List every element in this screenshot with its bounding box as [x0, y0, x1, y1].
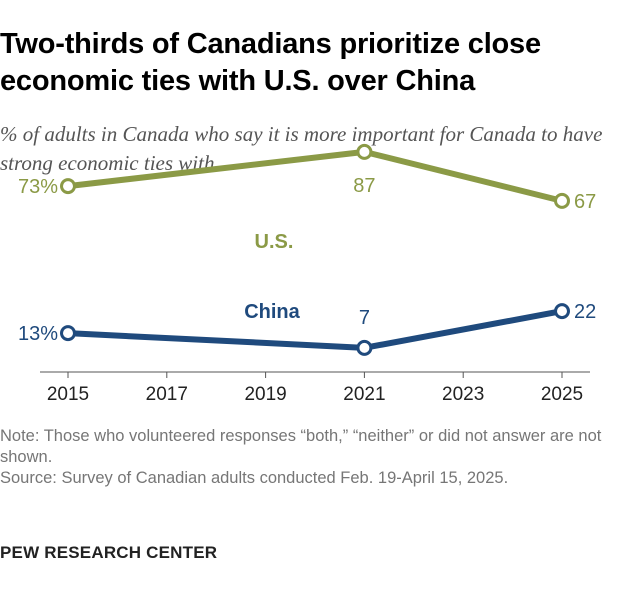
- data-point: [356, 143, 373, 160]
- chart-title: Two-thirds of Canadians prioritize close…: [0, 28, 541, 97]
- data-label: 73%: [18, 176, 58, 198]
- data-label: 22: [574, 301, 596, 323]
- source-text: Source: Survey of Canadian adults conduc…: [0, 469, 509, 487]
- data-point: [356, 339, 373, 356]
- series-name-label: U.S.: [255, 231, 294, 253]
- x-tick-label: 2019: [244, 384, 286, 405]
- series-line: [65, 308, 565, 351]
- data-label: 7: [359, 307, 370, 329]
- data-point: [60, 325, 76, 342]
- data-point: [554, 303, 570, 320]
- x-tick-label: 2017: [146, 384, 188, 405]
- line-chart: 2015 2017 2019 2021 2023 2025 73% 87 67 U.S. 13% 7 2…: [18, 143, 596, 405]
- data-label: 67: [574, 191, 596, 213]
- chart-subtitle: % of adults in Canada who say it is more…: [0, 122, 603, 175]
- data-label: 13%: [18, 323, 58, 345]
- x-tick-label: 2025: [541, 384, 583, 405]
- note-text: Note: Those who volunteered responses “b…: [0, 427, 602, 466]
- series-name-label: China: [244, 301, 300, 323]
- data-point: [60, 178, 76, 195]
- organization-label: PEW RESEARCH CENTER: [0, 543, 218, 562]
- x-tick-label: 2021: [343, 384, 385, 405]
- x-tick-label: 2015: [47, 384, 89, 405]
- data-point: [554, 192, 570, 209]
- series-line: [65, 148, 565, 204]
- data-label: 87: [353, 175, 375, 197]
- chart-notes: Note: Those who volunteered responses “b…: [0, 426, 610, 489]
- x-tick-label: 2023: [442, 384, 484, 405]
